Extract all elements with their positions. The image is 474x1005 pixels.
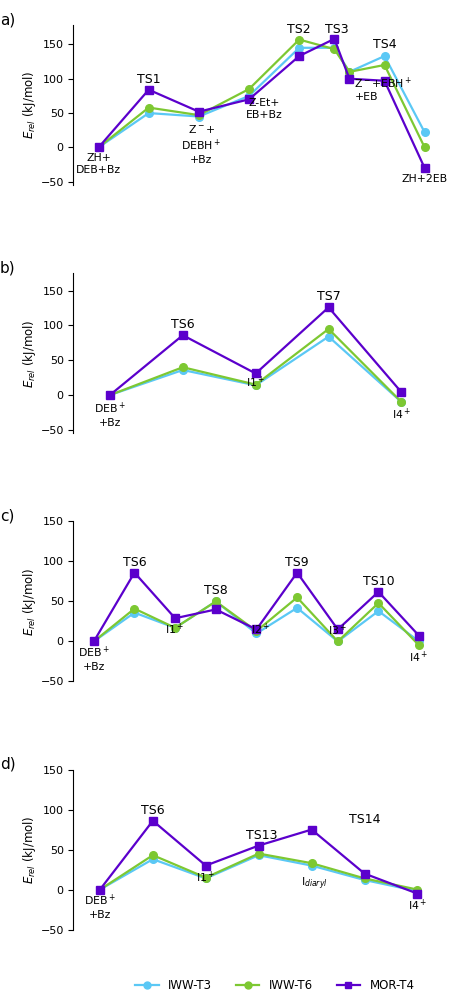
Text: DEB$^+$
+Bz: DEB$^+$ +Bz: [94, 401, 126, 427]
Text: I$_{diaryl}$: I$_{diaryl}$: [301, 876, 328, 892]
Text: TS8: TS8: [204, 585, 228, 597]
Y-axis label: $E_{rel}$ (kJ/mol): $E_{rel}$ (kJ/mol): [20, 567, 37, 636]
Text: TS2: TS2: [287, 23, 311, 36]
Text: ZH+
DEB+Bz: ZH+ DEB+Bz: [76, 153, 121, 175]
Y-axis label: $E_{rel}$ (kJ/mol): $E_{rel}$ (kJ/mol): [20, 815, 37, 883]
Text: Z$^-$+EBH$^+$
+EB: Z$^-$+EBH$^+$ +EB: [355, 75, 412, 103]
Text: TS13: TS13: [246, 828, 277, 841]
Text: I4$^+$: I4$^+$: [392, 406, 411, 421]
Text: TS14: TS14: [349, 813, 380, 825]
Text: TS6: TS6: [141, 804, 164, 817]
Text: I2$^+$: I2$^+$: [251, 621, 270, 636]
Text: TS10: TS10: [363, 575, 394, 588]
Text: I4$^+$: I4$^+$: [408, 897, 427, 913]
Text: Z$^-$+
DEBH$^+$
+Bz: Z$^-$+ DEBH$^+$ +Bz: [182, 124, 221, 165]
Text: I1$^+$: I1$^+$: [246, 374, 265, 390]
Text: DEB$^+$
+Bz: DEB$^+$ +Bz: [84, 892, 116, 920]
Text: I4$^+$: I4$^+$: [410, 649, 429, 664]
Text: b): b): [0, 260, 16, 275]
Text: TS6: TS6: [123, 556, 146, 569]
Text: DEB$^+$
+Bz: DEB$^+$ +Bz: [78, 644, 110, 671]
Text: ZH+2EB: ZH+2EB: [401, 174, 448, 184]
Text: I1$^+$: I1$^+$: [165, 621, 185, 636]
Text: TS3: TS3: [325, 23, 349, 36]
Text: TS4: TS4: [373, 38, 396, 51]
Text: TS9: TS9: [285, 556, 309, 569]
Text: a): a): [0, 12, 15, 27]
Y-axis label: $E_{rel}$ (kJ/mol): $E_{rel}$ (kJ/mol): [20, 319, 37, 388]
Text: TS7: TS7: [317, 290, 340, 304]
Text: TS1: TS1: [137, 72, 161, 85]
Y-axis label: $E_{rel}$ (kJ/mol): $E_{rel}$ (kJ/mol): [20, 71, 37, 140]
Text: d): d): [0, 757, 16, 772]
Text: I3$^+$: I3$^+$: [328, 623, 347, 638]
Legend: IWW-T3, IWW-T6, MOR-T4: IWW-T3, IWW-T6, MOR-T4: [130, 975, 419, 997]
Text: Z-Et+
EB+Bz: Z-Et+ EB+Bz: [246, 97, 283, 120]
Text: I1$^+$: I1$^+$: [196, 869, 215, 884]
Text: TS6: TS6: [171, 318, 195, 331]
Text: c): c): [0, 509, 14, 524]
